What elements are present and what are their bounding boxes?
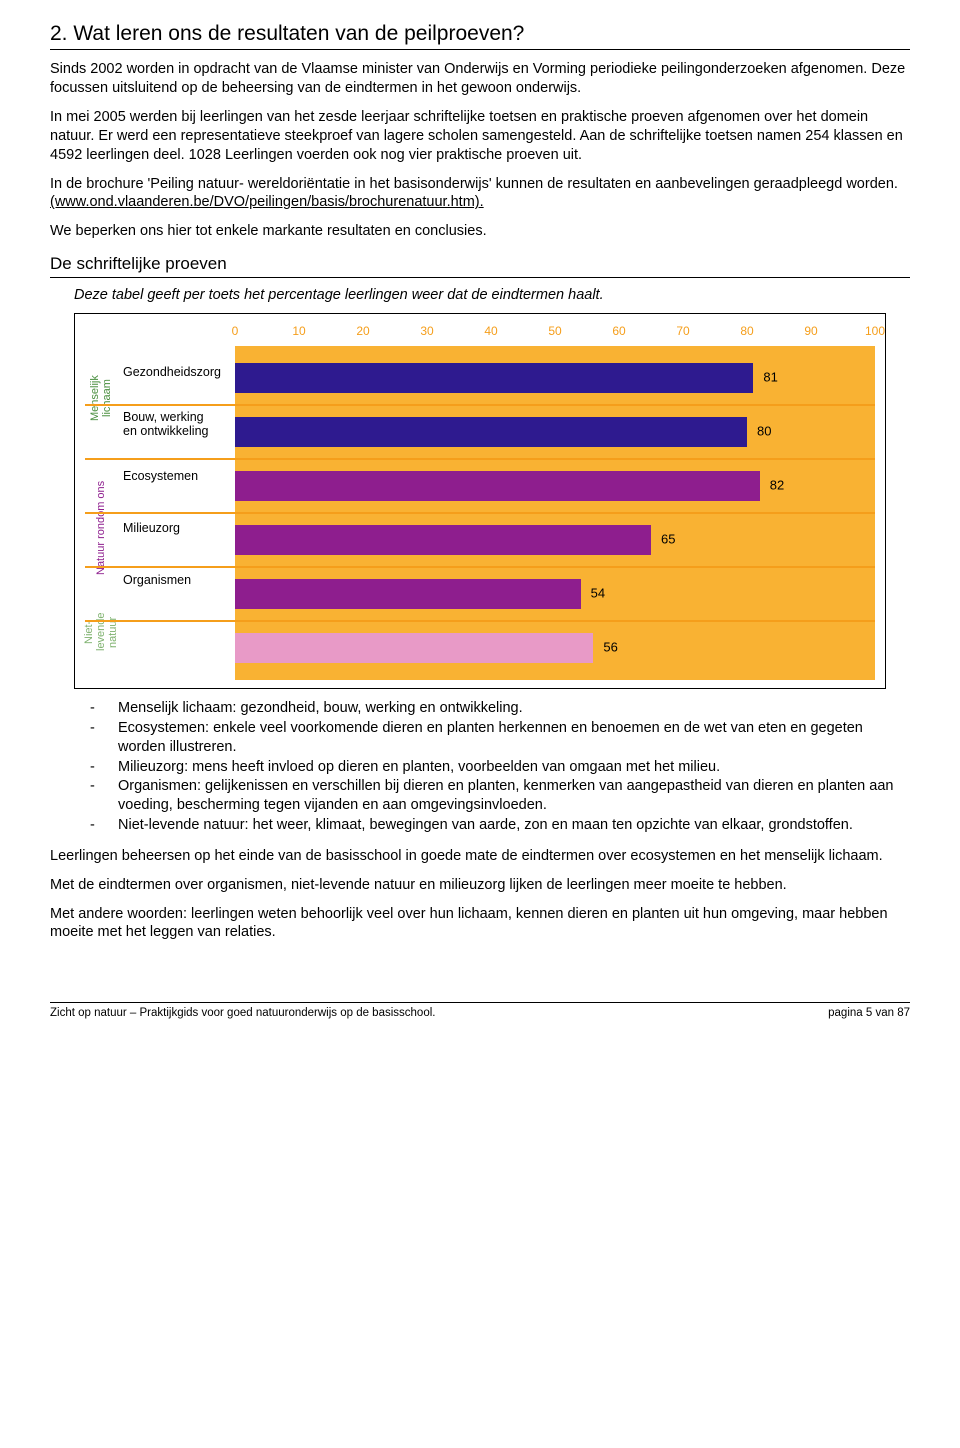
chart-labels-column: GezondheidszorgBouw, werking en ontwikke… [117, 322, 235, 680]
chart-bar-row: 56 [235, 624, 875, 672]
chart-row-label: Milieuzorg [117, 502, 235, 554]
chart-bar-value: 80 [757, 424, 771, 441]
chart-axis-tick: 70 [676, 324, 689, 340]
chart-axis-tick: 60 [612, 324, 625, 340]
paragraph-7: Met andere woorden: leerlingen weten beh… [50, 905, 910, 943]
paragraph-5: Leerlingen beheersen op het einde van de… [50, 847, 910, 866]
paragraph-4: We beperken ons hier tot enkele markante… [50, 222, 910, 241]
chart-bar-row: 81 [235, 354, 875, 402]
chart-bar-row: 80 [235, 408, 875, 456]
page-footer: Zicht op natuur – Praktijkgids voor goed… [50, 1002, 910, 1021]
chart-bar [235, 579, 581, 609]
chart-group-label: Natuur rondom ons [85, 450, 117, 606]
chart-bar-row: 65 [235, 516, 875, 564]
chart-bar-value: 81 [763, 370, 777, 387]
chart-axis-tick: 90 [804, 324, 817, 340]
bullet-list: Menselijk lichaam: gezondheid, bouw, wer… [90, 699, 910, 835]
chart-axis-tick: 0 [232, 324, 239, 340]
chart-bar [235, 633, 593, 663]
paragraph-3: In de brochure 'Peiling natuur- wereldor… [50, 175, 910, 213]
chart-group-column: Menselijk lichaamNatuur rondom onsNiet- … [85, 322, 117, 680]
chart-bar-value: 54 [591, 586, 605, 603]
chart-group-label: Niet- levende natuur [85, 606, 117, 658]
chart-bar [235, 471, 760, 501]
chart-axis-tick: 20 [356, 324, 369, 340]
chart-axis-tick: 40 [484, 324, 497, 340]
paragraph-2: In mei 2005 werden bij leerlingen van he… [50, 108, 910, 165]
section-title: 2. Wat leren ons de resultaten van de pe… [50, 20, 910, 50]
chart-bar-value: 82 [770, 478, 784, 495]
chart-bars-column: 0102030405060708090100818082655456 [235, 322, 875, 680]
chart-bar-value: 65 [661, 532, 675, 549]
subsection-heading: De schriftelijke proeven [50, 253, 910, 278]
chart-bar [235, 525, 651, 555]
footer-right: pagina 5 van 87 [828, 1006, 910, 1021]
chart-separator [85, 566, 875, 568]
chart-separator [85, 620, 875, 622]
bullet-item: Organismen: gelijkenissen en verschillen… [90, 777, 910, 815]
chart-group-label: Menselijk lichaam [85, 346, 117, 450]
chart-plot-area: 81 80 82 65 54 56 [235, 346, 875, 680]
chart-bar-row: 82 [235, 462, 875, 510]
chart-row-label [117, 606, 235, 658]
brochure-link[interactable]: (www.ond.vlaanderen.be/DVO/peilingen/bas… [50, 194, 484, 210]
chart-bar-value: 56 [603, 640, 617, 657]
bullet-item: Ecosystemen: enkele veel voorkomende die… [90, 719, 910, 757]
chart-axis-tick: 100 [865, 324, 885, 340]
table-intro: Deze tabel geeft per toets het percentag… [74, 286, 910, 305]
chart-separator [85, 404, 875, 406]
paragraph-3-text: In de brochure 'Peiling natuur- wereldor… [50, 176, 898, 192]
bullet-item: Milieuzorg: mens heeft invloed op dieren… [90, 758, 910, 777]
chart-bar [235, 417, 747, 447]
chart-bar-row: 54 [235, 570, 875, 618]
chart-container: Menselijk lichaamNatuur rondom onsNiet- … [74, 313, 886, 689]
chart-axis-tick: 50 [548, 324, 561, 340]
bullet-item: Menselijk lichaam: gezondheid, bouw, wer… [90, 699, 910, 718]
chart-x-axis: 0102030405060708090100 [235, 322, 875, 346]
chart-row-label: Gezondheidszorg [117, 346, 235, 398]
paragraph-1: Sinds 2002 worden in opdracht van de Vla… [50, 60, 910, 98]
footer-left: Zicht op natuur – Praktijkgids voor goed… [50, 1006, 435, 1021]
bullet-item: Niet-levende natuur: het weer, klimaat, … [90, 816, 910, 835]
chart-axis-tick: 30 [420, 324, 433, 340]
chart-axis-tick: 80 [740, 324, 753, 340]
chart-separator [85, 458, 875, 460]
chart-separator [85, 512, 875, 514]
chart-axis-tick: 10 [292, 324, 305, 340]
chart-bar [235, 363, 753, 393]
paragraph-6: Met de eindtermen over organismen, niet-… [50, 876, 910, 895]
chart-row-label: Organismen [117, 554, 235, 606]
